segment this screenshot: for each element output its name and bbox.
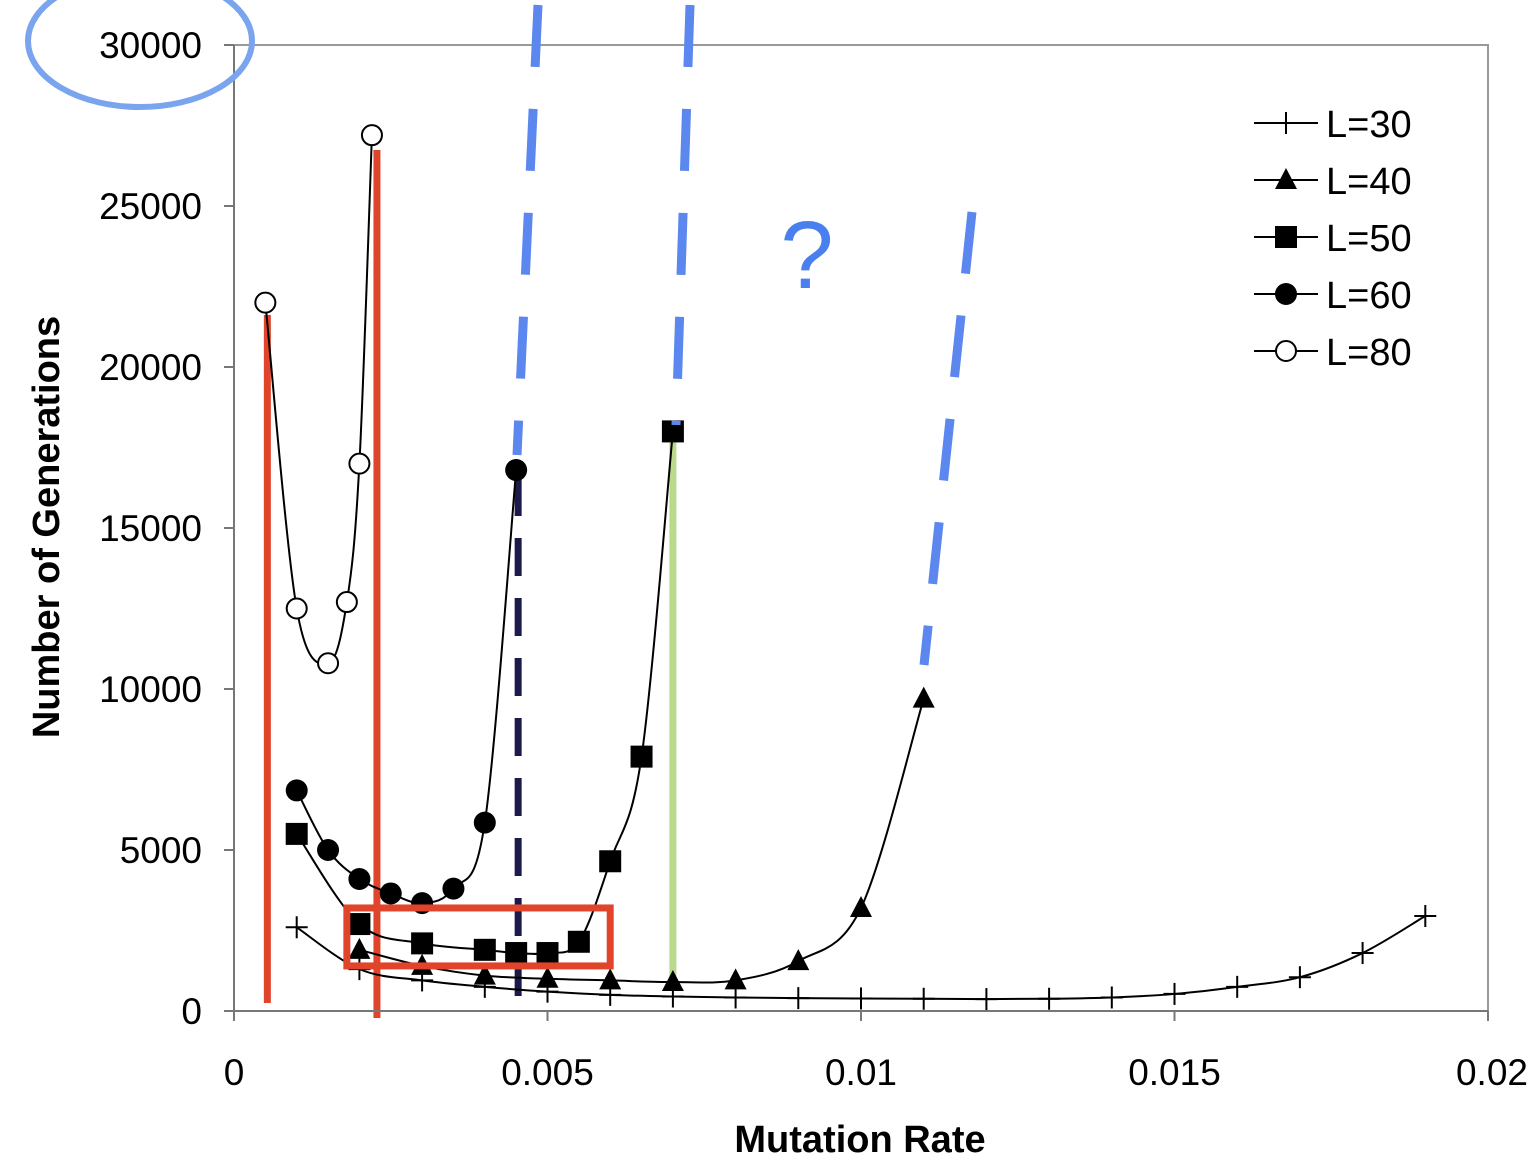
point-l40 bbox=[661, 970, 684, 992]
point-l40 bbox=[850, 895, 872, 917]
legend-label-l30: L=30 bbox=[1326, 104, 1412, 146]
point-l40 bbox=[348, 937, 371, 959]
point-l40 bbox=[473, 963, 496, 985]
point-l60 bbox=[348, 867, 371, 890]
blue-dashed-line bbox=[671, 4, 695, 426]
point-l80 bbox=[360, 124, 383, 147]
point-l50 bbox=[599, 850, 622, 873]
series-line-l40 bbox=[359, 698, 925, 984]
red-highlight-box bbox=[343, 904, 614, 970]
legend-label-l50: L=50 bbox=[1326, 218, 1412, 260]
point-l80 bbox=[254, 291, 277, 314]
x-axis-title: Mutation Rate bbox=[734, 1119, 985, 1161]
point-l30 bbox=[850, 987, 872, 1010]
y-axis-title: Number of Generations bbox=[26, 316, 68, 738]
legend-item-l30: L=30 bbox=[1254, 104, 1412, 146]
point-l40 bbox=[536, 966, 559, 988]
axes: 0 0.005 0.01 0.015 0.02 0 5000 10000 15000 20000 2… bbox=[99, 25, 1528, 1093]
point-l80 bbox=[348, 452, 371, 475]
point-l80 bbox=[335, 591, 358, 614]
point-l60 bbox=[473, 811, 496, 834]
y-tick-label: 30000 bbox=[99, 25, 202, 66]
point-l40 bbox=[912, 686, 935, 708]
point-l80 bbox=[285, 597, 308, 620]
point-l80 bbox=[317, 652, 340, 675]
legend-item-l60: L=60 bbox=[1254, 275, 1412, 317]
y-tick-label: 15000 bbox=[99, 508, 202, 549]
point-l30 bbox=[975, 988, 998, 1011]
point-l30 bbox=[1351, 942, 1374, 965]
legend-label-l80: L=80 bbox=[1326, 332, 1412, 374]
legend-marker-l50 bbox=[1275, 226, 1297, 248]
point-l30 bbox=[285, 916, 308, 939]
point-l30 bbox=[787, 987, 810, 1010]
y-tick-label: 20000 bbox=[99, 347, 202, 388]
plot-frame bbox=[233, 44, 1489, 1012]
series-line-l80 bbox=[264, 135, 373, 665]
point-l40 bbox=[724, 968, 747, 990]
point-l50 bbox=[473, 938, 496, 961]
point-l30 bbox=[1163, 982, 1186, 1005]
point-l40 bbox=[787, 949, 810, 971]
point-l50 bbox=[630, 745, 653, 768]
point-l50 bbox=[536, 942, 559, 965]
x-tick-label: 0.005 bbox=[501, 1052, 594, 1093]
legend-marker-l40 bbox=[1275, 168, 1297, 189]
x-tick-label: 0.015 bbox=[1128, 1052, 1221, 1093]
point-l60 bbox=[317, 839, 340, 861]
point-l30 bbox=[1226, 975, 1249, 998]
question-mark-annotation: ? bbox=[780, 202, 833, 309]
series-line-l60 bbox=[295, 469, 518, 905]
x-tick-label: 0.02 bbox=[1456, 1052, 1528, 1093]
x-tick-label: 0 bbox=[224, 1052, 245, 1093]
y-tick-label: 25000 bbox=[99, 186, 202, 227]
point-l50 bbox=[411, 932, 434, 955]
point-l30 bbox=[1100, 986, 1123, 1009]
legend: L=30 L=40 L=50 L=60 L=80 bbox=[1254, 104, 1412, 374]
y-tick-label: 10000 bbox=[99, 669, 202, 710]
point-l30 bbox=[1288, 966, 1311, 989]
series-l50 bbox=[285, 420, 684, 965]
legend-label-l40: L=40 bbox=[1326, 161, 1412, 203]
point-l50 bbox=[567, 930, 590, 953]
legend-marker-l30 bbox=[1275, 112, 1297, 134]
blue-highlight-circle bbox=[25, 0, 255, 110]
legend-marker-l60 bbox=[1275, 283, 1297, 305]
point-l30 bbox=[1038, 987, 1061, 1010]
series-l80 bbox=[254, 124, 383, 675]
annotation-layer-back bbox=[263, 150, 677, 1018]
blue-dashed-line bbox=[919, 211, 977, 666]
point-l50 bbox=[285, 822, 308, 845]
legend-item-l80: L=80 bbox=[1254, 332, 1412, 374]
legend-item-l40: L=40 bbox=[1254, 161, 1412, 203]
series-l60 bbox=[285, 459, 528, 915]
point-l30 bbox=[1414, 905, 1437, 928]
point-l60 bbox=[442, 877, 465, 900]
annotation-layer-front bbox=[25, 0, 977, 970]
legend-marker-l80 bbox=[1275, 340, 1297, 362]
series-l40 bbox=[348, 686, 935, 992]
point-l60 bbox=[379, 882, 402, 905]
point-l30 bbox=[912, 987, 935, 1010]
point-l60 bbox=[505, 459, 528, 482]
y-tick-label: 5000 bbox=[120, 830, 202, 871]
y-tick-label: 0 bbox=[181, 991, 202, 1032]
point-l50 bbox=[348, 913, 371, 936]
series-layer bbox=[254, 124, 1437, 1011]
point-l40 bbox=[599, 968, 622, 990]
point-l50 bbox=[505, 942, 528, 965]
blue-dashed-line bbox=[512, 4, 543, 456]
legend-item-l50: L=50 bbox=[1254, 218, 1412, 260]
point-l50 bbox=[661, 420, 684, 443]
x-tick-label: 0.01 bbox=[825, 1052, 897, 1093]
legend-label-l60: L=60 bbox=[1326, 275, 1412, 317]
point-l60 bbox=[285, 779, 308, 802]
series-line-l30 bbox=[296, 915, 1426, 1001]
series-l30 bbox=[285, 905, 1437, 1011]
point-l30 bbox=[724, 986, 747, 1009]
